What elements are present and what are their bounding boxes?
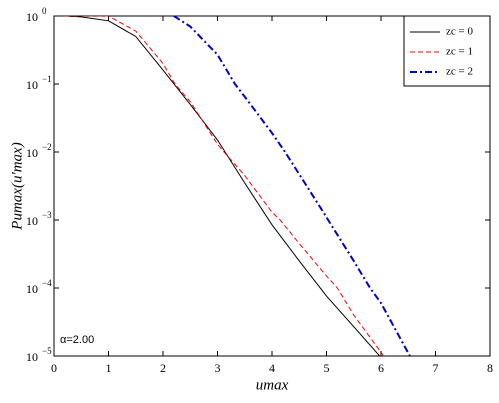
legend-label: zc = 0 [446, 26, 473, 38]
legend-label: zc = 1 [446, 46, 473, 58]
y-tick-exp: −5 [42, 346, 52, 356]
plot-area [64, 16, 411, 356]
x-tick-label: 5 [324, 361, 330, 375]
line-series [64, 16, 385, 356]
y-tick-exp: 0 [42, 6, 47, 16]
legend-label: zc = 2 [446, 66, 473, 78]
x-tick-label: 8 [487, 361, 493, 375]
x-tick-label: 2 [160, 361, 166, 375]
y-tick-exp: −3 [42, 210, 52, 220]
line-series [64, 16, 381, 356]
y-tick-label: 10 [26, 214, 38, 228]
y-axis-label: Pumax(u′max) [9, 142, 25, 230]
y-tick-label: 10 [26, 282, 38, 296]
line-series [173, 16, 411, 356]
annotation: α=2.00 [60, 334, 94, 346]
y-tick-label: 10 [26, 78, 38, 92]
x-axis-label: umax [256, 377, 289, 393]
y-tick-exp: −2 [42, 142, 52, 152]
x-tick-label: 0 [51, 361, 57, 375]
y-tick-label: 10 [26, 350, 38, 364]
x-tick-label: 1 [106, 361, 112, 375]
x-tick-label: 4 [269, 361, 275, 375]
x-tick-label: 6 [378, 361, 384, 375]
y-tick-label: 10 [26, 10, 38, 24]
y-tick-exp: −1 [42, 74, 52, 84]
y-tick-exp: −4 [42, 278, 52, 288]
y-tick-label: 10 [26, 146, 38, 160]
x-tick-label: 7 [433, 361, 439, 375]
x-tick-label: 3 [215, 361, 221, 375]
legend-box [403, 15, 491, 87]
